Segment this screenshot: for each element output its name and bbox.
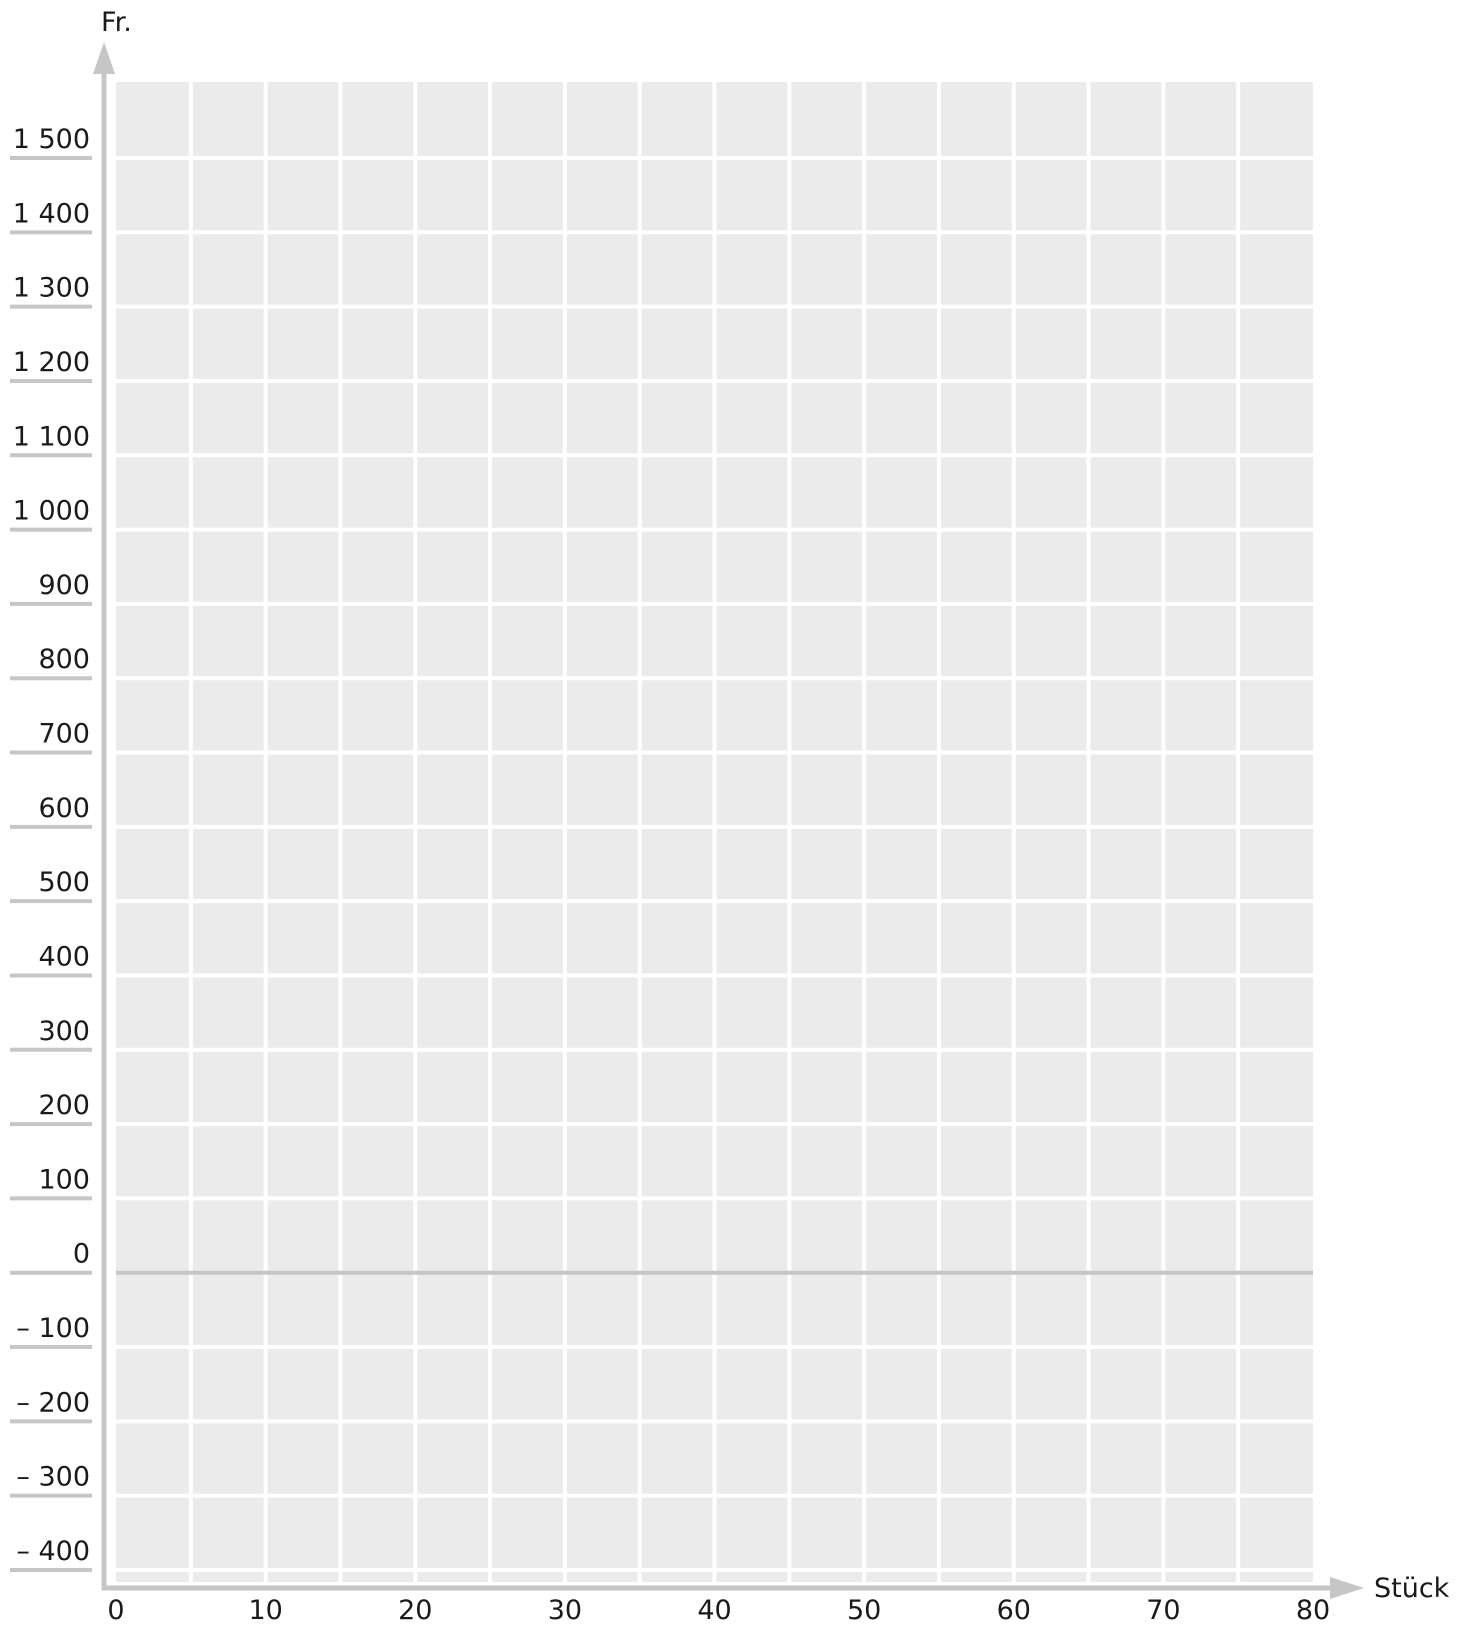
y-tick-label: 1 400	[13, 198, 90, 229]
x-tick-label: 70	[1146, 1595, 1180, 1626]
x-axis-arrow	[1330, 1577, 1364, 1599]
y-tick-label: 300	[38, 1016, 90, 1047]
y-tick-label: 800	[38, 644, 90, 675]
x-tick-label: 50	[847, 1595, 881, 1626]
y-tick-label: 600	[38, 793, 90, 824]
y-tick-label: 1 200	[13, 347, 90, 378]
x-tick-label: 0	[107, 1595, 124, 1626]
y-tick-label: 500	[38, 867, 90, 898]
y-tick-label: – 400	[16, 1536, 90, 1567]
x-axis-label: Stück	[1374, 1573, 1450, 1604]
y-tick-label: 100	[38, 1164, 90, 1195]
horizontal-gridlines	[116, 156, 1313, 1572]
x-tick-label: 30	[548, 1595, 582, 1626]
y-tick-label: 1 000	[13, 496, 90, 527]
y-tick-label: 700	[38, 719, 90, 750]
y-axis-label: Fr.	[101, 7, 132, 38]
y-tick-label: 0	[73, 1239, 90, 1270]
y-tick-label: 1 300	[13, 273, 90, 304]
y-axis-ticks: 1 500 1 400 1 300 1 200 1 100 1 000 900 800 700 6…	[10, 124, 92, 1572]
y-axis-arrow	[93, 42, 115, 74]
y-tick-label: – 100	[16, 1313, 90, 1344]
y-tick-label: 900	[38, 570, 90, 601]
y-tick-label: – 200	[16, 1387, 90, 1418]
x-axis-ticks: 0 10 20 30 40 50 60 70 80	[107, 1595, 1330, 1626]
x-tick-label: 10	[248, 1595, 282, 1626]
y-tick-label: 1 500	[13, 124, 90, 155]
x-tick-label: 20	[398, 1595, 432, 1626]
y-tick-label: 400	[38, 941, 90, 972]
y-tick-label: – 300	[16, 1462, 90, 1493]
vertical-gridlines	[188, 82, 1241, 1582]
x-tick-label: 40	[697, 1595, 731, 1626]
x-tick-label: 60	[997, 1595, 1031, 1626]
x-tick-label: 80	[1296, 1595, 1330, 1626]
y-tick-label: 1 100	[13, 421, 90, 452]
y-tick-label: 200	[38, 1090, 90, 1121]
